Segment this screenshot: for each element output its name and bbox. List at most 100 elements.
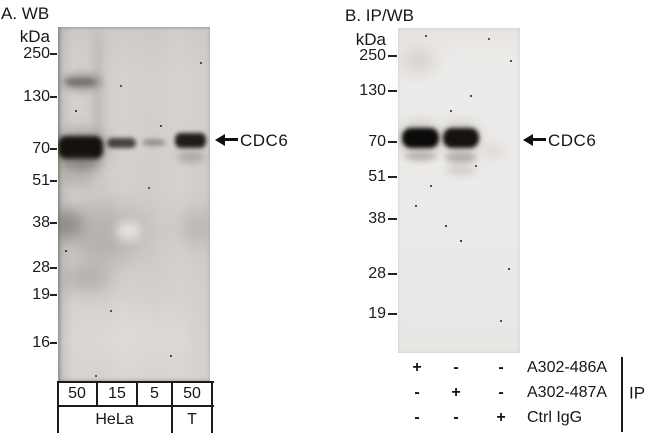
panel-a-tick-250: [50, 53, 57, 55]
panel-a-marker-70: 70: [32, 140, 50, 157]
blot-a-light-spot: [116, 221, 141, 242]
blot-a-band-lane1-51kda-smear: [58, 172, 98, 185]
cdc6-arrow-b: [523, 134, 547, 146]
blot-a-lane-streak: [93, 29, 102, 164]
panel-b-tick-130: [388, 90, 397, 92]
panel-a-kda-label: kDa: [19, 27, 50, 46]
lane-table-top-line: [57, 381, 214, 383]
cdc6-arrowhead-a: [215, 134, 225, 146]
blot-b-smudge-250kda: [400, 48, 436, 74]
cdc6-arrow-shaft-a: [224, 138, 238, 141]
blot-a-band-lane4-sub: [177, 152, 205, 162]
blot-a-band-lane4-70kda: [175, 133, 206, 148]
blot-a-smudge-38kda-right: [182, 210, 210, 244]
blot-a-smudge-28kda: [60, 268, 110, 289]
lane-amount-1: 50: [68, 385, 86, 402]
ip-sign-r2c2: +: [451, 384, 461, 401]
panel-b-marker-130: 130: [359, 82, 386, 99]
blot-b-band-lane1-sub: [404, 152, 437, 161]
panel-b-marker-19: 19: [368, 305, 386, 322]
panel-b-tick-51: [388, 176, 397, 178]
lane-sample-t: T: [187, 411, 197, 428]
panel-b-marker-250: 250: [359, 47, 386, 64]
blot-b-band-lane2-70kda: [443, 128, 479, 148]
panel-a-tick-19: [50, 294, 57, 296]
lane-table-v5: [211, 381, 213, 407]
lane-sample-hela: HeLa: [95, 411, 134, 428]
blot-a-speckles: [58, 27, 60, 29]
ip-group-bracket-line: [621, 357, 623, 432]
blot-a-band-lane1-150kda-core: [65, 78, 96, 86]
blot-a-band-lane2-70kda: [107, 138, 136, 148]
lane-table-mid-line: [57, 405, 214, 407]
panel-a-title: A. WB: [1, 4, 50, 23]
lane-table-v8: [211, 405, 213, 433]
cdc6-arrow-shaft-b: [532, 138, 546, 141]
blot-b-band-lane2-sub: [445, 152, 477, 163]
blot-b-band-lane1-70kda: [402, 128, 439, 148]
panel-a-blot-image: [58, 27, 210, 381]
panel-a-marker-38: 38: [32, 214, 50, 231]
panel-b-title: B. IP/WB: [345, 6, 414, 25]
blot-b-band-lane3-faint: [482, 145, 504, 157]
ip-sign-r3c2: -: [453, 409, 459, 426]
lane-amount-4: 50: [183, 385, 201, 402]
panel-a-marker-130: 130: [23, 88, 50, 105]
lane-table-v2: [96, 381, 98, 407]
lane-table-v1: [57, 381, 59, 407]
panel-a-tick-51: [50, 180, 57, 182]
panel-a-marker-19: 19: [32, 286, 50, 303]
panel-a-tick-70: [50, 148, 57, 150]
ip-antibody-label-2: A302-487A: [527, 384, 608, 401]
panel-a-marker-28: 28: [32, 259, 50, 276]
ip-sign-r1c1: +: [412, 359, 422, 376]
panel-a-marker-16: 16: [32, 334, 50, 351]
panel-b-tick-250: [388, 55, 397, 57]
ip-antibody-label-3: Ctrl IgG: [527, 409, 583, 426]
blot-a-band-lane1-70kda: [58, 136, 103, 159]
panel-a-tick-16: [50, 342, 57, 344]
panel-b-tick-38: [388, 218, 397, 220]
ip-sign-r3c1: -: [414, 409, 420, 426]
panel-a-tick-38: [50, 222, 57, 224]
panel-a-marker-250: 250: [23, 45, 50, 62]
blot-a-band-lane1-smear: [60, 157, 100, 171]
panel-a-tick-28: [50, 267, 57, 269]
lane-table-v7: [171, 405, 173, 433]
lane-table-v3: [136, 381, 138, 407]
panel-b-tick-28: [388, 273, 397, 275]
panel-a-tick-130: [50, 96, 57, 98]
panel-b-marker-70: 70: [368, 133, 386, 150]
blot-b-band-lane2-sub2: [446, 165, 476, 175]
panel-b-blot-image: [398, 28, 520, 353]
panel-a-marker-51: 51: [32, 172, 50, 189]
lane-amount-2: 15: [108, 385, 126, 402]
ip-antibody-label-1: A302-486A: [527, 359, 608, 376]
ip-sign-r1c3: -: [498, 359, 504, 376]
ip-sign-r1c2: -: [453, 359, 459, 376]
lane-amount-3: 5: [150, 385, 159, 402]
ip-sign-r3c3: +: [496, 409, 506, 426]
cdc6-arrowhead-b: [523, 134, 533, 146]
cdc6-arrow-a: [215, 134, 239, 146]
panel-b-tick-19: [388, 313, 397, 315]
ip-sign-r2c3: -: [498, 384, 504, 401]
blot-a-smudge-38kda-left: [58, 210, 82, 238]
cdc6-label-a: CDC6: [240, 131, 289, 150]
lane-table-v4: [171, 381, 173, 407]
blot-b-speckles: [398, 28, 400, 30]
ip-group-label: IP: [629, 383, 646, 403]
panel-b-tick-70: [388, 141, 397, 143]
blot-a-band-lane3-70kda: [142, 139, 166, 146]
blot-a-band-lane1-150kda: [62, 73, 102, 91]
ip-sign-r2c1: -: [414, 384, 420, 401]
panel-b-kda-label: kDa: [355, 30, 386, 49]
cdc6-label-b: CDC6: [548, 131, 597, 150]
panel-b-marker-51: 51: [368, 168, 386, 185]
lane-table-v6: [57, 405, 59, 433]
blot-a-smudge-mid: [75, 240, 137, 266]
panel-b-marker-28: 28: [368, 265, 386, 282]
blot-a-bottom-light-area: [68, 307, 188, 367]
panel-b-marker-38: 38: [368, 210, 386, 227]
